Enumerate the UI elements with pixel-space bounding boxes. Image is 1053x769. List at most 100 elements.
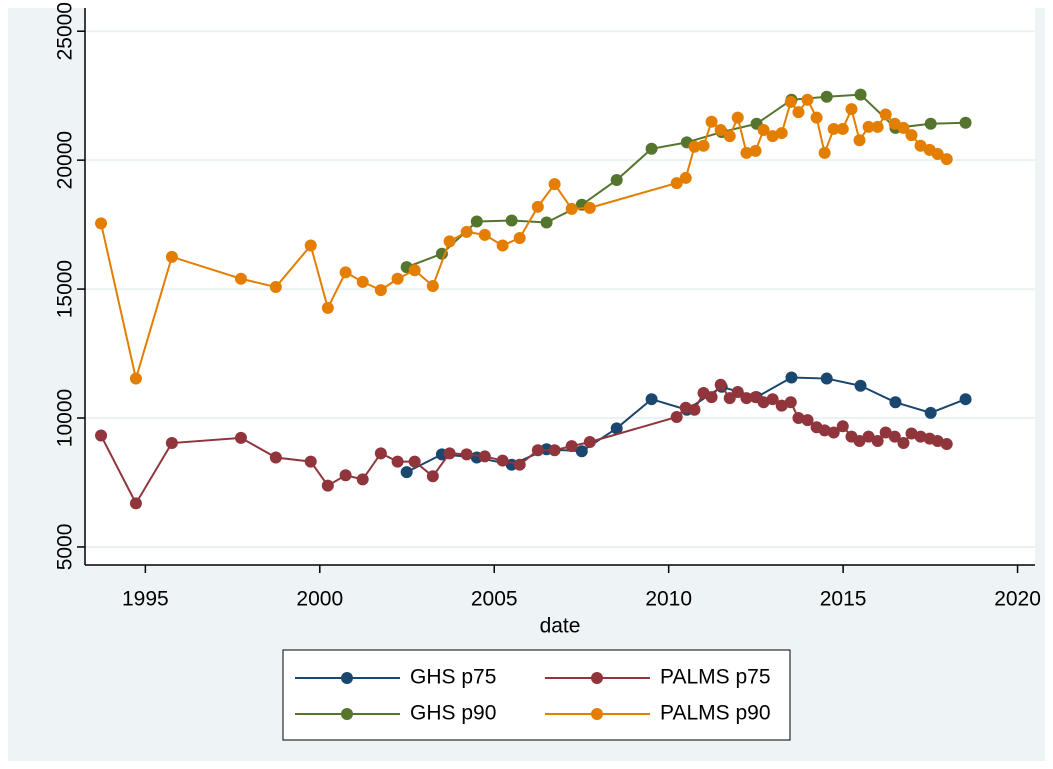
legend-marker (591, 672, 603, 684)
data-point (818, 424, 831, 437)
data-point (400, 466, 413, 479)
data-point (871, 120, 884, 133)
data-point (575, 445, 588, 458)
data-point (679, 171, 692, 184)
data-point (905, 427, 918, 440)
data-point (610, 173, 623, 186)
data-point (531, 200, 544, 213)
y-tick-label: 5000 (54, 524, 77, 571)
y-tick-label: 15000 (54, 260, 77, 318)
y-tick-label: 20000 (54, 131, 77, 189)
data-point (897, 121, 910, 134)
data-point (513, 458, 526, 471)
data-point (827, 426, 840, 439)
data-point (374, 447, 387, 460)
data-point (792, 412, 805, 425)
data-point (356, 473, 369, 486)
legend-box (282, 649, 791, 741)
data-point (513, 232, 526, 245)
data-point (470, 215, 483, 228)
data-point (548, 444, 561, 457)
data-point (505, 214, 518, 227)
data-point (723, 130, 736, 143)
data-point (740, 392, 753, 405)
data-point (531, 444, 544, 457)
x-tick-label: 1995 (122, 588, 169, 611)
data-point (426, 279, 439, 292)
data-point (705, 391, 718, 404)
data-point (565, 440, 578, 453)
data-point (426, 470, 439, 483)
data-point (792, 106, 805, 119)
y-tick-label: 10000 (54, 389, 77, 447)
x-tick-label: 2000 (296, 588, 343, 611)
data-point (408, 455, 421, 468)
data-point (697, 139, 710, 152)
data-point (766, 130, 779, 143)
data-point (820, 372, 833, 385)
data-point (645, 142, 658, 155)
data-point (165, 437, 178, 450)
data-point (269, 451, 282, 464)
data-point (714, 378, 727, 391)
data-point (234, 272, 247, 285)
data-point (749, 144, 762, 157)
x-axis-label: date (540, 615, 581, 638)
data-point (548, 178, 561, 191)
data-point (688, 403, 701, 416)
data-point (374, 284, 387, 297)
data-point (688, 140, 701, 153)
data-point (757, 123, 770, 136)
data-point (740, 146, 753, 159)
data-point (234, 431, 247, 444)
data-point (775, 127, 788, 140)
data-point (801, 93, 814, 106)
legend-marker (341, 708, 353, 720)
legend-marker (591, 708, 603, 720)
legend-label: GHS p75 (410, 666, 496, 689)
data-point (714, 123, 727, 136)
data-point (583, 435, 596, 448)
legend-label: PALMS p90 (660, 702, 771, 725)
data-point (443, 447, 456, 460)
data-point (610, 422, 623, 435)
data-point (784, 95, 797, 108)
data-point (391, 455, 404, 468)
data-point (645, 393, 658, 406)
data-point (540, 216, 553, 229)
legend-label: GHS p90 (410, 702, 496, 725)
data-point (931, 147, 944, 160)
data-point (95, 429, 108, 442)
data-point (905, 129, 918, 142)
data-point (391, 272, 404, 285)
data-point (321, 301, 334, 314)
data-point (959, 393, 972, 406)
data-point (731, 385, 744, 398)
data-point (827, 122, 840, 135)
data-point (670, 410, 683, 423)
data-point (836, 122, 849, 135)
data-point (583, 201, 596, 214)
data-point (871, 434, 884, 447)
y-tick-label: 25000 (54, 2, 77, 60)
x-tick-label: 2005 (471, 588, 518, 611)
data-point (897, 437, 910, 450)
data-point (775, 399, 788, 412)
data-point (818, 146, 831, 159)
data-point (862, 430, 875, 443)
data-point (496, 454, 509, 467)
x-tick-label: 2015 (820, 588, 867, 611)
data-point (854, 379, 867, 392)
data-point (862, 120, 875, 133)
data-point (460, 225, 473, 238)
data-point (129, 497, 142, 510)
data-point (785, 371, 798, 384)
data-point (129, 372, 142, 385)
data-point (478, 450, 491, 463)
data-point (165, 250, 178, 263)
legend-label: PALMS p75 (660, 666, 771, 689)
data-point (496, 239, 509, 252)
data-point (304, 239, 317, 252)
data-point (914, 139, 927, 152)
